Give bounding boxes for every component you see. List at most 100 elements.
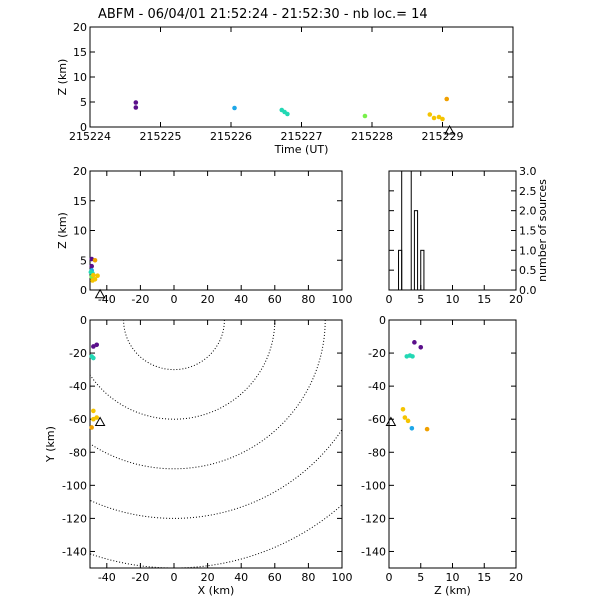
station-marker bbox=[444, 124, 455, 135]
histogram-bar bbox=[420, 249, 425, 291]
data-point bbox=[89, 425, 94, 430]
data-point bbox=[362, 113, 368, 119]
y-tick-label: 2.0 bbox=[519, 205, 537, 218]
data-point bbox=[436, 114, 442, 120]
y-tick-label: -60 bbox=[69, 413, 87, 426]
x-tick-label: 215228 bbox=[351, 130, 393, 143]
station-marker bbox=[94, 416, 106, 427]
x-tick-label: 215227 bbox=[281, 130, 323, 143]
data-point bbox=[440, 116, 445, 122]
x-tick-label: -40 bbox=[98, 571, 116, 584]
y-tick-label: -80 bbox=[69, 446, 87, 459]
data-point bbox=[232, 105, 237, 111]
x-tick-label: 0 bbox=[171, 293, 178, 306]
y-tick-label: 5 bbox=[80, 96, 87, 109]
data-point bbox=[89, 263, 94, 269]
y-tick-label: 0 bbox=[379, 314, 386, 327]
plot-frame bbox=[388, 170, 517, 291]
y-tick-label: 1.0 bbox=[519, 244, 537, 257]
data-point bbox=[410, 354, 415, 359]
y-tick-label: 20 bbox=[73, 165, 87, 178]
x-tick-label: -20 bbox=[131, 571, 149, 584]
y-axis-label: Z (km) bbox=[56, 212, 69, 249]
y-tick-label: -40 bbox=[69, 380, 87, 393]
y-tick-label: 3.0 bbox=[519, 165, 537, 178]
panel-plan-view: -40 -20 0 20 40 60 80 100 -140 -120 -100 -80 -60 -40 -… bbox=[44, 314, 353, 597]
y-tick-label: 1.5 bbox=[519, 225, 537, 238]
y-tick-label: -40 bbox=[368, 380, 386, 393]
y-tick-label: 10 bbox=[73, 225, 87, 238]
data-point bbox=[424, 426, 430, 432]
y-tick-label: 0.0 bbox=[519, 284, 537, 297]
x-axis-label: X (km) bbox=[198, 584, 235, 597]
data-point bbox=[405, 418, 411, 424]
data-point bbox=[418, 344, 424, 350]
y-tick-label: 2.5 bbox=[519, 185, 537, 198]
y-axis-label: Z (km) bbox=[56, 59, 69, 96]
x-tick-label: 80 bbox=[301, 571, 315, 584]
y-tick-label: -120 bbox=[62, 512, 87, 525]
y-tick-label: -140 bbox=[361, 545, 386, 558]
x-tick-label: 60 bbox=[268, 571, 282, 584]
x-tick-label: 40 bbox=[234, 571, 248, 584]
range-rings bbox=[90, 320, 342, 568]
data-point bbox=[427, 112, 433, 117]
y-tick-label: 15 bbox=[73, 195, 87, 208]
y-tick-label: -60 bbox=[368, 413, 386, 426]
data-point bbox=[402, 415, 408, 420]
y-tick-label: 15 bbox=[73, 46, 87, 59]
y-tick-label: -80 bbox=[368, 446, 386, 459]
data-point bbox=[133, 105, 139, 110]
x-tick-label: 215225 bbox=[140, 130, 182, 143]
data-point bbox=[95, 273, 100, 279]
y-tick-label: 0.5 bbox=[519, 264, 537, 277]
station-marker bbox=[94, 288, 106, 299]
x-tick-label: 215224 bbox=[69, 130, 111, 143]
y-tick-label: 10 bbox=[73, 71, 87, 84]
y-tick-label: 0 bbox=[80, 284, 87, 297]
x-tick-label: 0 bbox=[171, 571, 178, 584]
x-tick-label: 5 bbox=[417, 571, 424, 584]
y-tick-label: 0 bbox=[80, 314, 87, 327]
data-point bbox=[133, 100, 139, 105]
x-tick-label: 60 bbox=[268, 293, 282, 306]
data-point bbox=[90, 278, 95, 283]
y-tick-label: 5 bbox=[80, 254, 87, 267]
x-tick-label: 20 bbox=[509, 571, 523, 584]
data-point bbox=[412, 340, 417, 345]
x-tick-label: 15 bbox=[477, 293, 491, 306]
x-tick-label: 10 bbox=[446, 293, 460, 306]
y-axis-label: Y (km) bbox=[44, 426, 57, 463]
data-point bbox=[91, 355, 96, 361]
histogram-bar bbox=[413, 210, 419, 291]
data-point bbox=[400, 406, 406, 412]
y-tick-label: 0 bbox=[80, 121, 87, 134]
data-point bbox=[92, 257, 98, 263]
y-tick-label: -120 bbox=[361, 512, 386, 525]
x-tick-label: -40 bbox=[98, 293, 116, 306]
y-tick-label: 20 bbox=[73, 21, 87, 34]
y-tick-label: -100 bbox=[361, 479, 386, 492]
x-tick-label: 100 bbox=[332, 293, 353, 306]
y-tick-label: -20 bbox=[368, 347, 386, 360]
x-tick-label: 20 bbox=[201, 571, 215, 584]
data-point bbox=[444, 96, 450, 102]
data-point bbox=[285, 111, 290, 117]
x-tick-label: 100 bbox=[332, 571, 353, 584]
x-tick-label: 20 bbox=[201, 293, 215, 306]
y-axis-label: number of sources bbox=[536, 179, 549, 282]
x-tick-label: 0 bbox=[386, 293, 393, 306]
data-point bbox=[91, 416, 96, 422]
panel-x-height: -40 -20 0 20 40 60 80 100 0 5 10 15 20 Z (km) bbox=[56, 165, 353, 306]
histogram-bar bbox=[401, 170, 412, 291]
data-point bbox=[91, 272, 96, 278]
x-tick-label: 80 bbox=[301, 293, 315, 306]
y-tick-label: -140 bbox=[62, 545, 87, 558]
y-tick-label: -20 bbox=[69, 347, 87, 360]
chart-title: ABFM - 06/04/01 21:52:24 - 21:52:30 - nb… bbox=[98, 7, 428, 22]
x-axis-label: Z (km) bbox=[434, 584, 471, 597]
x-axis-label: Time (UT) bbox=[274, 143, 329, 156]
x-tick-label: -20 bbox=[131, 293, 149, 306]
